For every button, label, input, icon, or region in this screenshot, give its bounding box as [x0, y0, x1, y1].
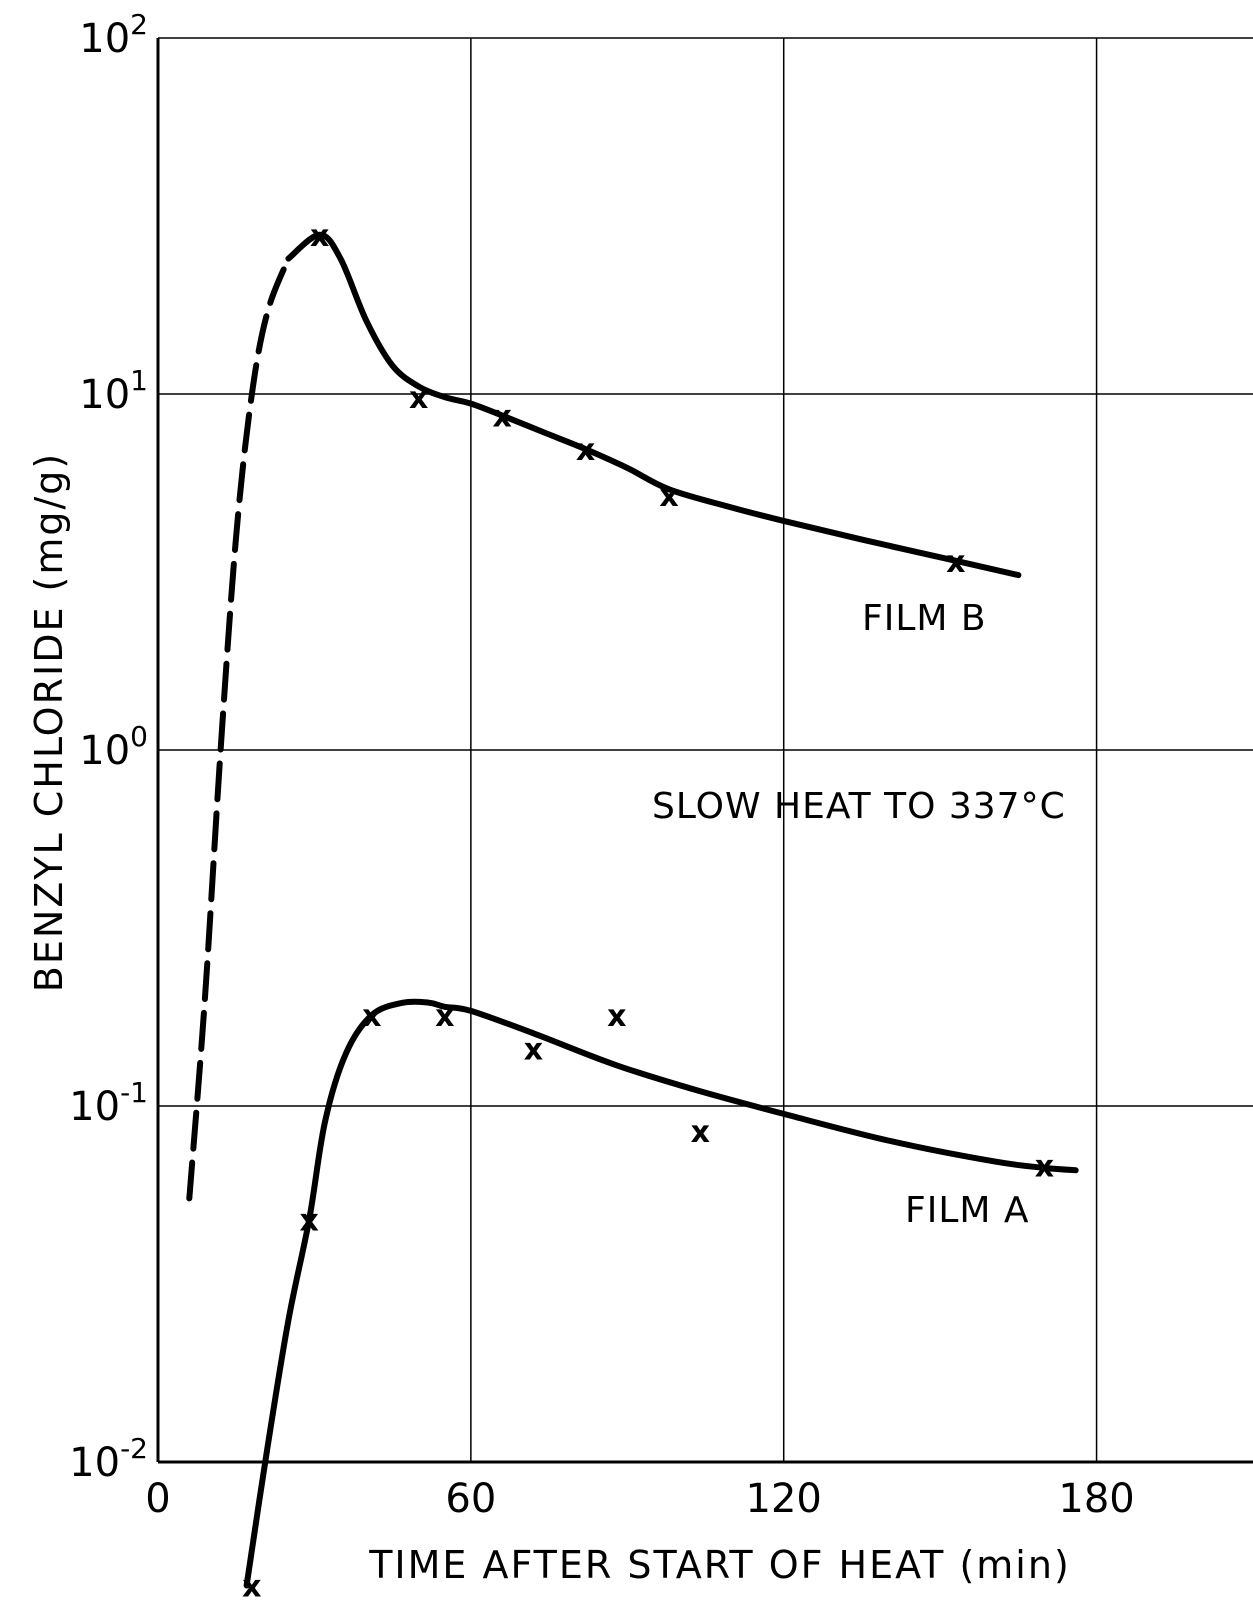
series-line [243, 998, 1079, 1589]
grid [158, 37, 1253, 1462]
y-axis-title: BENZYL CHLORIDE (mg/g) [27, 452, 71, 993]
data-point-marker: x [362, 999, 381, 1034]
annotation-slow-heat: SLOW HEAT TO 337°C [652, 786, 1066, 827]
data-point-marker: x [946, 545, 965, 580]
data-series: x x x x x x x x x x x x x x [186, 219, 1079, 1604]
series-label-film-a: FILM A [905, 1190, 1030, 1231]
y-tick-label: 101 [79, 364, 148, 418]
y-tick-label: 102 [79, 8, 148, 62]
series-film-a: x x x x x x x x [242, 998, 1079, 1604]
data-point-marker: x [300, 1203, 319, 1238]
y-tick-label: 10-1 [69, 1076, 148, 1130]
data-point-marker: x [435, 999, 454, 1034]
axes [156, 38, 1253, 1464]
data-point-marker: x [576, 433, 595, 468]
x-tick-label: 180 [1058, 1476, 1134, 1522]
data-point-marker: x [242, 1569, 261, 1604]
data-point-marker: x [691, 1115, 710, 1150]
data-point-marker: x [409, 381, 428, 416]
data-point-marker: x [492, 400, 511, 435]
data-point-marker: x [524, 1033, 543, 1068]
series-line [285, 231, 1022, 579]
series-label-film-b: FILM B [862, 598, 987, 639]
series-line-dashed [186, 255, 292, 1202]
data-point-marker: x [1035, 1150, 1054, 1185]
y-tick-labels: 102 101 100 10-1 10-2 [69, 8, 148, 1486]
series-film-b: x x x x x x [186, 219, 1022, 1202]
data-point-marker: x [659, 479, 678, 514]
y-tick-label: 10-2 [69, 1432, 148, 1486]
x-tick-label: 0 [145, 1476, 170, 1522]
x-tick-labels: 0 60 120 180 [145, 1476, 1134, 1522]
data-point-marker: x [310, 219, 329, 254]
x-tick-label: 60 [445, 1476, 496, 1522]
data-point-marker: x [607, 999, 626, 1034]
x-tick-label: 120 [746, 1476, 822, 1522]
x-axis-title: TIME AFTER START OF HEAT (min) [368, 1543, 1071, 1587]
y-tick-label: 100 [79, 720, 148, 774]
